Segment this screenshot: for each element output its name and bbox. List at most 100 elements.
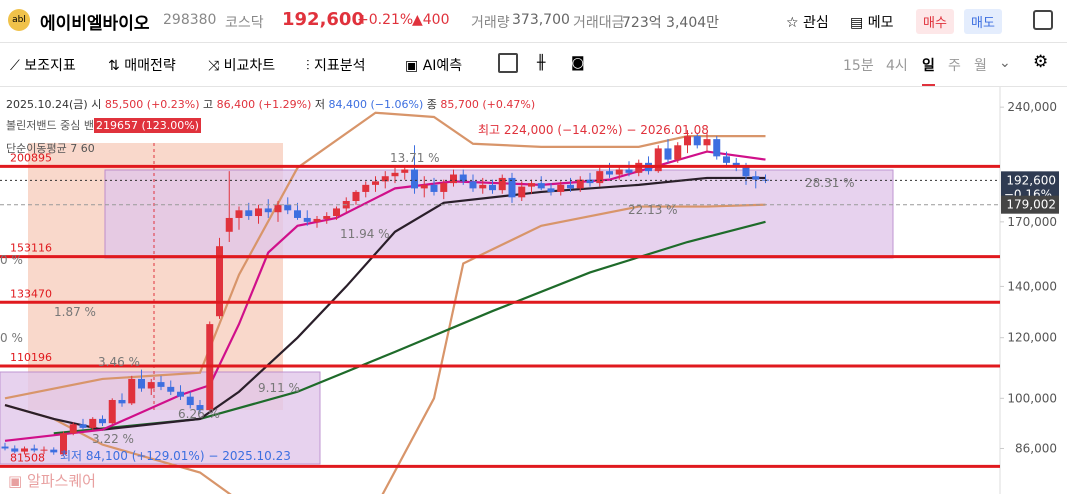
candle-body bbox=[381, 176, 389, 182]
candle-body bbox=[40, 449, 48, 451]
candle-body bbox=[537, 183, 545, 189]
indicator-line bbox=[53, 220, 766, 435]
indicators-button[interactable]: ⟋ 보조지표 bbox=[10, 58, 76, 74]
dropdown[interactable]: ⌄ bbox=[999, 55, 1011, 71]
candle-body bbox=[430, 184, 438, 192]
candle-body bbox=[664, 148, 672, 160]
strategy-button[interactable]: ⇅ 매매전략 bbox=[108, 58, 176, 74]
analysis-button[interactable]: ⫶ 지표분석 bbox=[306, 58, 366, 74]
candle-body bbox=[420, 184, 428, 189]
y-tick-label: 140,000 bbox=[1007, 279, 1057, 293]
info-line: 2025.10.24(금) 시 85,500 (+0.23%) 고 86,400… bbox=[6, 96, 535, 112]
y-tick-label: 86,000 bbox=[1015, 441, 1057, 455]
candle-body bbox=[469, 181, 477, 189]
ai-button[interactable]: ▣ AI예측 bbox=[405, 58, 463, 74]
candle-body bbox=[440, 183, 448, 192]
candle-body bbox=[557, 184, 565, 192]
y-tick-label: 100,000 bbox=[1007, 391, 1057, 405]
settings-button[interactable]: ⚙ bbox=[1033, 52, 1049, 72]
change-pct: +0.21% bbox=[357, 12, 414, 28]
bollinger-value: 219657 (123.00%) bbox=[93, 118, 201, 133]
square-button[interactable] bbox=[498, 53, 518, 73]
period-day[interactable]: 일 bbox=[922, 55, 935, 86]
level-label: 200895 bbox=[10, 151, 52, 164]
percent-note: 3.22 % bbox=[92, 432, 134, 446]
candle-body bbox=[147, 382, 155, 389]
candle-body bbox=[498, 177, 506, 191]
period-4h[interactable]: 4시 bbox=[886, 58, 908, 74]
camera-button[interactable]: ◙ bbox=[571, 55, 585, 71]
y-tick-label: 120,000 bbox=[1007, 331, 1057, 345]
candle-body bbox=[108, 399, 116, 424]
current-price: 192,600 bbox=[1006, 173, 1056, 187]
memo-button[interactable]: ▤ 메모 bbox=[850, 15, 894, 31]
code: 298380 bbox=[163, 12, 217, 28]
value: 85,500 (+0.23%) bbox=[104, 98, 200, 111]
candle-body bbox=[69, 424, 77, 434]
buy-button[interactable]: 매수 bbox=[916, 9, 954, 34]
change: ▲400 bbox=[412, 12, 450, 28]
label: 종 bbox=[426, 98, 437, 111]
candle-body bbox=[79, 424, 87, 428]
percent-note: 0 % bbox=[0, 253, 23, 267]
indicator-line bbox=[4, 111, 766, 400]
candle-body bbox=[196, 405, 204, 411]
candle-body bbox=[138, 378, 145, 389]
percent-note: 1.87 % bbox=[54, 305, 96, 319]
candle-body bbox=[294, 210, 301, 218]
compare-button[interactable]: ⤨ 비교차트 bbox=[208, 58, 276, 74]
candle-body bbox=[625, 169, 633, 173]
memo-text: 메모 bbox=[867, 15, 894, 31]
candle-body bbox=[401, 169, 409, 173]
candle-body bbox=[450, 174, 457, 184]
candle-button[interactable]: ╫ bbox=[537, 55, 546, 71]
candle-body bbox=[264, 208, 272, 213]
ma-info: 단순이동평균 7 60 bbox=[6, 142, 95, 155]
bollinger-info: 볼린저밴드 중심 밴 219657 (123.00%) bbox=[6, 117, 201, 133]
y-tick-label: 170,000 bbox=[1007, 215, 1057, 229]
candle-body bbox=[30, 448, 38, 451]
candle-body bbox=[567, 184, 574, 189]
market: 코스닥 bbox=[225, 15, 264, 31]
percent-note: 22.13 % bbox=[628, 203, 678, 217]
candle-body bbox=[99, 418, 106, 424]
candle-body bbox=[186, 396, 194, 406]
candle-body bbox=[372, 181, 379, 185]
watch-text: 관심 bbox=[803, 15, 829, 31]
analysis-text: 지표분석 bbox=[313, 58, 366, 74]
candle-body bbox=[489, 184, 496, 191]
volume: 373,700 bbox=[512, 12, 570, 28]
candle-body bbox=[333, 208, 340, 217]
candle-body bbox=[89, 418, 97, 428]
date: 2025.10.24(금) bbox=[6, 98, 88, 111]
level-label: 153116 bbox=[10, 242, 52, 255]
percent-note: 3.46 % bbox=[98, 355, 140, 369]
period-15m[interactable]: 15분 bbox=[843, 58, 874, 74]
candle-body bbox=[255, 208, 262, 217]
panel-button[interactable] bbox=[1033, 10, 1053, 30]
candle-body bbox=[225, 217, 233, 232]
candle-body bbox=[274, 204, 282, 213]
indicator-line bbox=[4, 203, 766, 494]
watch-button[interactable]: ☆ 관심 bbox=[786, 15, 829, 31]
candle-body bbox=[128, 378, 136, 404]
amount: 723억 3,404만 bbox=[622, 15, 720, 31]
toolbar: ⟋ 보조지표 ⇅ 매매전략 ⤨ 비교차트 ⫶ 지표분석 ▣ AI예측 ╫ ◙ 1… bbox=[0, 43, 1067, 87]
band-tag bbox=[1001, 195, 1059, 214]
sell-button[interactable]: 매도 bbox=[964, 9, 1002, 34]
candle-body bbox=[216, 246, 223, 317]
indicators-text: 보조지표 bbox=[24, 58, 76, 74]
candle-body bbox=[654, 148, 662, 172]
candle-body bbox=[752, 176, 760, 180]
period-month[interactable]: 월 bbox=[974, 58, 987, 74]
low-note: 최저 84,100 (+129.01%) − 2025.10.23 bbox=[60, 449, 291, 463]
high-note: 최고 224,000 (−14.02%) − 2026.01.08 bbox=[478, 123, 709, 137]
candle-body bbox=[323, 216, 331, 219]
candle-body bbox=[635, 162, 643, 173]
candle-body bbox=[459, 174, 467, 182]
candle-body bbox=[508, 177, 516, 198]
candle-body bbox=[352, 191, 360, 201]
candle-body bbox=[21, 448, 28, 452]
candle-body bbox=[723, 156, 730, 163]
period-week[interactable]: 주 bbox=[948, 58, 961, 74]
